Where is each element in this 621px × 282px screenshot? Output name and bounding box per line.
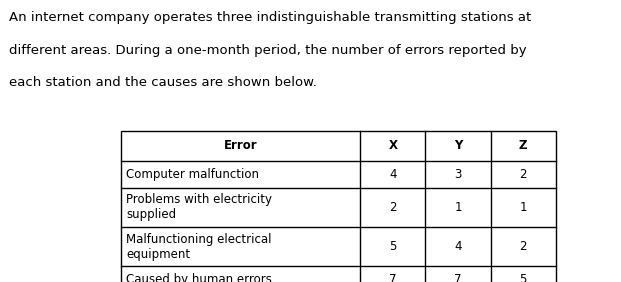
Text: 4: 4 [454, 240, 462, 253]
Text: 2: 2 [519, 240, 527, 253]
Text: 1: 1 [454, 201, 462, 214]
Text: 2: 2 [519, 168, 527, 181]
Text: Problems with electricity
supplied: Problems with electricity supplied [126, 193, 272, 221]
Bar [121, 131, 556, 282]
Text: 7: 7 [454, 273, 462, 282]
Text: An internet company operates three indistinguishable transmitting stations at: An internet company operates three indis… [9, 11, 532, 24]
Text: 5: 5 [520, 273, 527, 282]
Text: Error: Error [224, 139, 258, 153]
Text: Malfunctioning electrical
equipment: Malfunctioning electrical equipment [126, 233, 271, 261]
Text: Z: Z [519, 139, 527, 153]
Text: Y: Y [454, 139, 462, 153]
Text: 4: 4 [389, 168, 397, 181]
Text: 1: 1 [519, 201, 527, 214]
Text: 3: 3 [455, 168, 461, 181]
Text: 2: 2 [389, 201, 397, 214]
Text: 5: 5 [389, 240, 396, 253]
Text: 7: 7 [389, 273, 397, 282]
Text: each station and the causes are shown below.: each station and the causes are shown be… [9, 76, 317, 89]
Text: different areas. During a one-month period, the number of errors reported by: different areas. During a one-month peri… [9, 44, 527, 57]
Text: Computer malfunction: Computer malfunction [126, 168, 259, 181]
Text: X: X [388, 139, 397, 153]
Text: Caused by human errors: Caused by human errors [126, 273, 272, 282]
